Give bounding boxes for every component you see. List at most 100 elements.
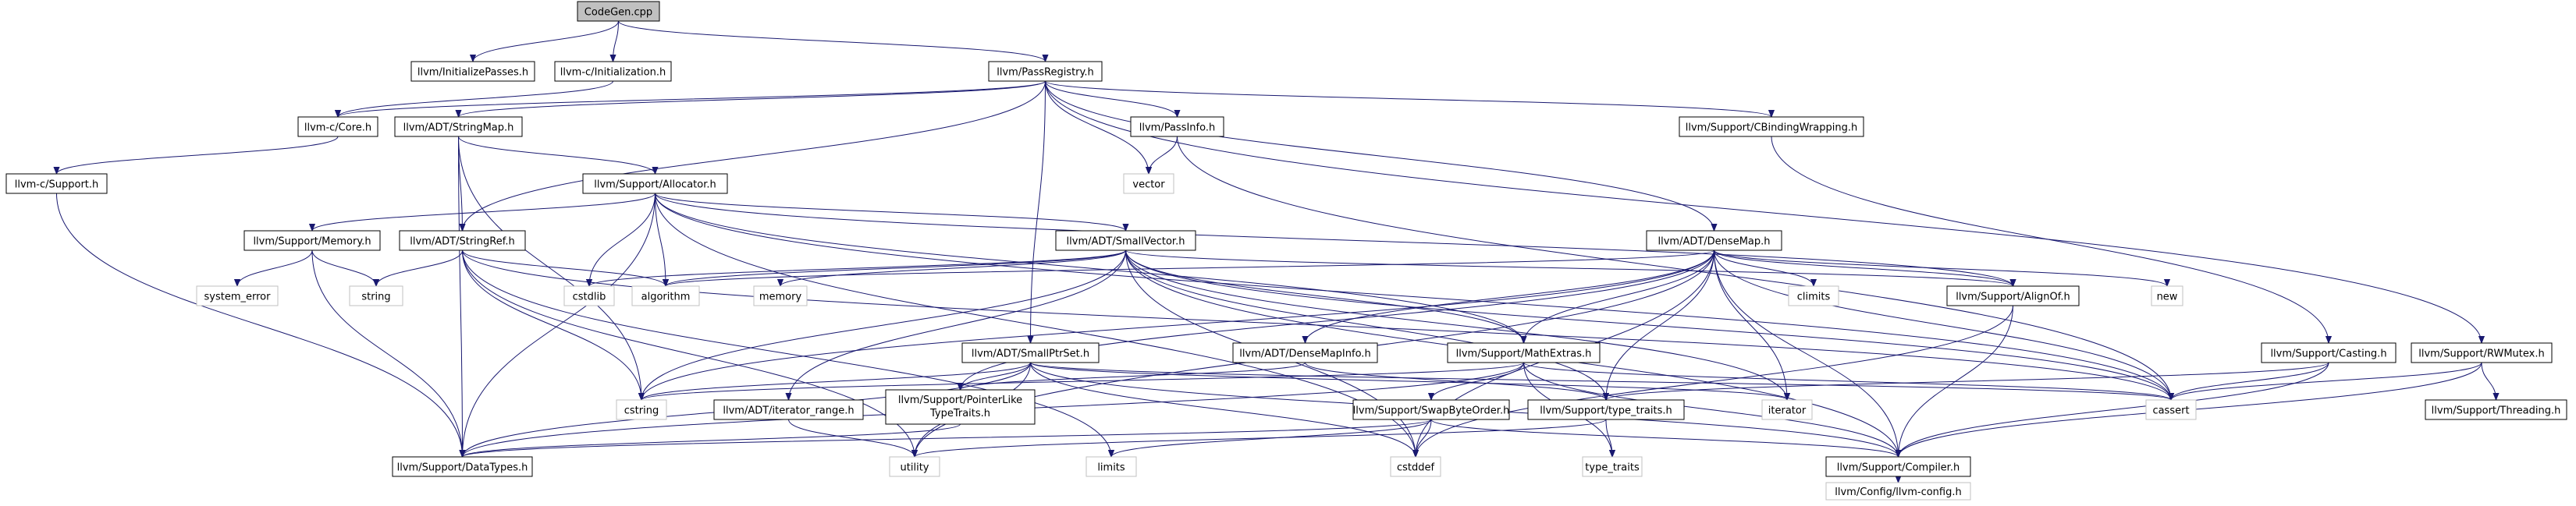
edge-allocator-to-datatypes bbox=[463, 193, 656, 457]
edge-densemap-to-algorithm bbox=[666, 249, 1714, 287]
edge-densemap-to-typetraits bbox=[1606, 249, 1714, 400]
node-passinfo[interactable]: llvm/PassInfo.h bbox=[1130, 116, 1224, 137]
node-limits[interactable]: limits bbox=[1085, 456, 1137, 477]
edge-smallptrset-to-cassert bbox=[1030, 362, 2172, 401]
node-box bbox=[349, 285, 403, 306]
node-cstdlib[interactable]: cstdlib bbox=[563, 285, 615, 306]
node-box bbox=[713, 399, 864, 420]
edge-codegen-to-cinit bbox=[613, 20, 619, 62]
node-string[interactable]: string bbox=[349, 285, 403, 306]
node-cbinding[interactable]: llvm/Support/CBindingWrapping.h bbox=[1679, 116, 1864, 137]
node-rwmutex[interactable]: llvm/Support/RWMutex.h bbox=[2411, 342, 2553, 363]
node-densemapinfo[interactable]: llvm/ADT/DenseMapInfo.h bbox=[1232, 342, 1378, 363]
node-new[interactable]: new bbox=[2151, 285, 2183, 306]
node-vector[interactable]: vector bbox=[1123, 173, 1174, 194]
node-box bbox=[2411, 342, 2553, 363]
node-label: llvm/ADT/DenseMapInfo.h bbox=[1239, 349, 1370, 360]
edge-memory_h-to-datatypes bbox=[311, 249, 463, 457]
edge-smallvector-to-typetraits bbox=[1125, 249, 1607, 400]
node-label: iterator bbox=[1768, 405, 1807, 417]
node-compiler[interactable]: llvm/Support/Compiler.h bbox=[1825, 456, 1971, 477]
node-box bbox=[410, 61, 535, 82]
node-label: climits bbox=[1797, 292, 1831, 303]
node-memory[interactable]: memory bbox=[753, 285, 808, 306]
node-stringref[interactable]: llvm/ADT/StringRef.h bbox=[399, 230, 526, 251]
node-box bbox=[753, 285, 808, 306]
node-densemap[interactable]: llvm/ADT/DenseMap.h bbox=[1646, 230, 1782, 251]
edge-swapbyte-to-cstddef bbox=[1416, 419, 1432, 457]
node-ptrlike[interactable]: llvm/Support/PointerLike TypeTraits.h bbox=[885, 389, 1036, 425]
node-typetraits[interactable]: llvm/Support/type_traits.h bbox=[1527, 399, 1685, 420]
edge-densemap-to-mathextras bbox=[1524, 249, 1714, 343]
node-threading[interactable]: llvm/Support/Threading.h bbox=[2425, 399, 2567, 420]
edge-densemap-to-densemapinfo bbox=[1306, 249, 1714, 343]
edge-rwmutex-to-cassert bbox=[2171, 362, 2482, 401]
node-box bbox=[1825, 482, 1971, 501]
node-cassert[interactable]: cassert bbox=[2145, 399, 2197, 420]
node-allocator[interactable]: llvm/Support/Allocator.h bbox=[582, 173, 728, 194]
node-mathextras[interactable]: llvm/Support/MathExtras.h bbox=[1447, 342, 1601, 363]
node-ccore[interactable]: llvm-c/Core.h bbox=[297, 116, 378, 137]
node-box bbox=[2425, 399, 2567, 420]
edge-cbinding-to-casting bbox=[1771, 136, 2329, 343]
node-label: llvm/InitializePasses.h bbox=[417, 67, 528, 79]
node-type_traits[interactable]: type_traits bbox=[1582, 456, 1643, 477]
node-casting[interactable]: llvm/Support/Casting.h bbox=[2261, 342, 2397, 363]
edge-densemap-to-compiler bbox=[1714, 249, 1899, 457]
node-label: llvm/ADT/StringMap.h bbox=[403, 122, 514, 134]
node-climits[interactable]: climits bbox=[1788, 285, 1839, 306]
node-stringmap[interactable]: llvm/ADT/StringMap.h bbox=[394, 116, 523, 137]
edge-alignof-to-cstddef bbox=[1416, 305, 2013, 457]
node-label: llvm/Config/llvm-config.h bbox=[1835, 487, 1961, 498]
node-label: llvm/Support/Allocator.h bbox=[594, 179, 716, 191]
edge-ptrlike-to-datatypes bbox=[463, 423, 961, 458]
node-box bbox=[1123, 173, 1174, 194]
node-alignof[interactable]: llvm/Support/AlignOf.h bbox=[1946, 285, 2080, 306]
edge-passinfo-to-cassert bbox=[1177, 136, 2172, 400]
node-swapbyte[interactable]: llvm/Support/SwapByteOrder.h bbox=[1352, 399, 1510, 420]
node-cstddef[interactable]: cstddef bbox=[1390, 456, 1441, 477]
node-smallptrset[interactable]: llvm/ADT/SmallPtrSet.h bbox=[961, 342, 1100, 363]
node-label: llvm-c/Core.h bbox=[304, 122, 371, 134]
node-label: CodeGen.cpp bbox=[584, 7, 652, 19]
node-label: memory bbox=[759, 292, 802, 303]
node-iterrange[interactable]: llvm/ADT/iterator_range.h bbox=[713, 399, 864, 420]
node-datatypes[interactable]: llvm/Support/DataTypes.h bbox=[392, 456, 533, 477]
node-passreg[interactable]: llvm/PassRegistry.h bbox=[988, 61, 1103, 82]
node-label: llvm/ADT/iterator_range.h bbox=[723, 405, 854, 417]
node-label: llvm-c/Initialization.h bbox=[560, 67, 666, 79]
node-cinit[interactable]: llvm-c/Initialization.h bbox=[554, 61, 672, 82]
edge-mathextras-to-swapbyte bbox=[1431, 362, 1524, 401]
node-box bbox=[885, 389, 1036, 425]
edge-smallvector-to-memory bbox=[780, 249, 1126, 287]
node-label: llvm/Support/RWMutex.h bbox=[2418, 349, 2544, 360]
node-label: llvm/PassRegistry.h bbox=[997, 67, 1093, 79]
node-box bbox=[1646, 230, 1782, 251]
node-box bbox=[2261, 342, 2397, 363]
node-box bbox=[1788, 285, 1839, 306]
edge-densemap-to-alignof bbox=[1714, 249, 2013, 287]
node-label: utility bbox=[901, 462, 929, 474]
node-system_error[interactable]: system_error bbox=[196, 285, 279, 306]
node-memory_h[interactable]: llvm/Support/Memory.h bbox=[243, 230, 381, 251]
node-iterator[interactable]: iterator bbox=[1761, 399, 1813, 420]
edge-stringref-to-limits bbox=[462, 249, 1112, 457]
node-initpasses[interactable]: llvm/InitializePasses.h bbox=[410, 61, 535, 82]
node-algorithm[interactable]: algorithm bbox=[631, 285, 700, 306]
node-csupport[interactable]: llvm-c/Support.h bbox=[5, 173, 108, 194]
node-box bbox=[1130, 116, 1224, 137]
edge-passreg-to-smallptrset bbox=[1031, 80, 1046, 343]
node-box bbox=[1447, 342, 1601, 363]
node-box bbox=[1679, 116, 1864, 137]
node-smallvector[interactable]: llvm/ADT/SmallVector.h bbox=[1055, 230, 1196, 251]
edge-mathextras-to-compiler bbox=[1523, 362, 1899, 457]
edge-stringref-to-algorithm bbox=[462, 249, 666, 287]
node-utility[interactable]: utility bbox=[889, 456, 940, 477]
node-codegen[interactable]: CodeGen.cpp bbox=[577, 1, 660, 22]
node-llvmconfig[interactable]: llvm/Config/llvm-config.h bbox=[1825, 482, 1971, 501]
node-cstring[interactable]: cstring bbox=[616, 399, 667, 420]
edge-densemap-to-cassert bbox=[1714, 249, 2172, 400]
node-box bbox=[2145, 399, 2197, 420]
edge-swapbyte-to-datatypes bbox=[463, 419, 1432, 458]
edge-allocator-to-algorithm bbox=[655, 193, 666, 286]
